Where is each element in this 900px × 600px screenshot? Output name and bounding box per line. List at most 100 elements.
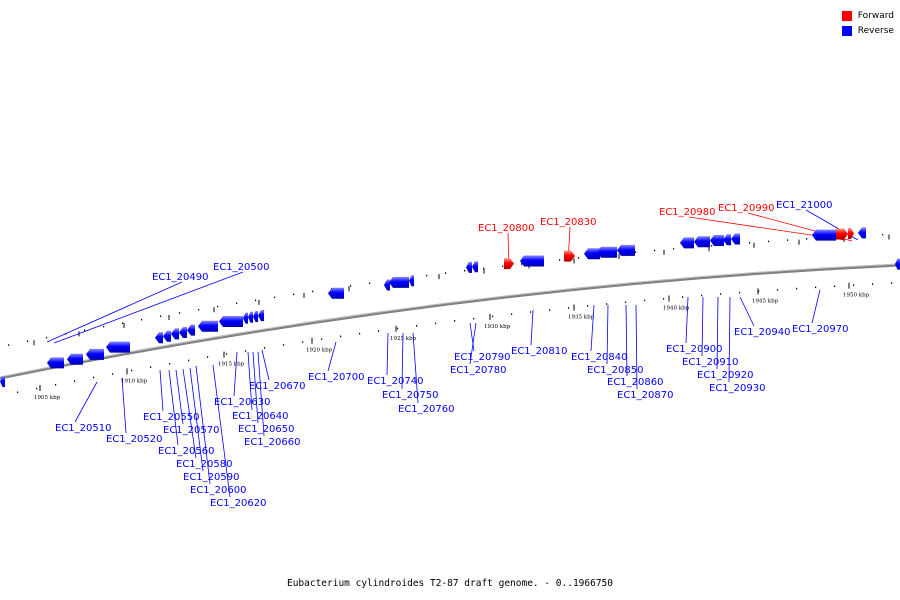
gene-label-ec1_20490[interactable]: EC1_20490 <box>152 272 208 283</box>
gene-label-ec1_20860[interactable]: EC1_20860 <box>607 377 663 388</box>
gene-label-ec1_20560[interactable]: EC1_20560 <box>158 446 214 457</box>
gene-arrow-ec1_20550[interactable] <box>155 332 163 344</box>
gene-label-ec1_20640[interactable]: EC1_20640 <box>232 411 288 422</box>
gene-arrow-ec1_20520[interactable] <box>106 341 130 353</box>
gene-arrow-ec1_20630[interactable] <box>243 312 248 324</box>
gene-arrow-ec1_20930[interactable] <box>723 234 731 246</box>
gene-label-ec1_20620[interactable]: EC1_20620 <box>210 498 266 509</box>
gene-arrow-ec1_20830[interactable] <box>564 250 575 262</box>
gene-label-ec1_20910[interactable]: EC1_20910 <box>682 357 738 368</box>
gene-label-ec1_20760[interactable]: EC1_20760 <box>398 404 454 415</box>
gene-arrow-ec1_20920[interactable] <box>710 235 724 246</box>
gene-label-ec1_20930[interactable]: EC1_20930 <box>709 383 765 394</box>
legend: Forward Reverse <box>841 8 894 38</box>
gene-label-ec1_20570[interactable]: EC1_20570 <box>163 425 219 436</box>
gene-label-ec1_20980[interactable]: EC1_20980 <box>659 207 715 218</box>
leader-line <box>74 381 98 423</box>
tick-label: 1905 kbp <box>34 395 61 401</box>
gene-arrow-ec1_20760[interactable] <box>409 275 414 287</box>
gene-arrow-ec1_20790[interactable] <box>466 261 472 273</box>
guide-dot <box>473 317 475 320</box>
gene-arrow[interactable] <box>0 376 5 387</box>
gene-label-ec1_20600[interactable]: EC1_20600 <box>190 485 246 496</box>
guide-dot <box>445 272 447 274</box>
leader-line <box>327 341 337 372</box>
gene-arrow-ec1_20640[interactable] <box>248 311 253 323</box>
guide-dot <box>369 282 371 284</box>
gene-arrow-ec1_20750[interactable] <box>389 276 409 288</box>
guide-dot <box>236 302 238 305</box>
gene-arrow-ec1_20980[interactable] <box>836 228 848 240</box>
gene-arrow-ec1_20650[interactable] <box>253 311 258 322</box>
gene-label-ec1_20800[interactable]: EC1_20800 <box>478 223 534 234</box>
gene-label-ec1_20580[interactable]: EC1_20580 <box>176 459 232 470</box>
gene-label-ec1_21000[interactable]: EC1_21000 <box>776 200 832 211</box>
gene-arrow-ec1_20870[interactable] <box>622 245 625 257</box>
gene-arrow-ec1_20780[interactable] <box>472 261 478 273</box>
gene-label-ec1_20750[interactable]: EC1_20750 <box>382 390 438 401</box>
guide-dot <box>245 350 247 352</box>
gene-arrow-ec1_20670[interactable] <box>262 309 264 321</box>
gene-label-ec1_20970[interactable]: EC1_20970 <box>792 324 848 335</box>
guide-dot <box>179 312 181 314</box>
gene-label-ec1_20740[interactable]: EC1_20740 <box>367 376 423 387</box>
guide-dot <box>701 294 703 297</box>
guide-dot <box>169 363 171 365</box>
leader-line <box>728 296 731 383</box>
gene-label-ec1_20830[interactable]: EC1_20830 <box>540 217 596 228</box>
leader-line <box>635 304 638 390</box>
leader-line <box>121 377 127 434</box>
gene-label-ec1_20840[interactable]: EC1_20840 <box>571 352 627 363</box>
gene-label-ec1_20500[interactable]: EC1_20500 <box>213 262 269 273</box>
gene-arrow-ec1_20580[interactable] <box>179 327 187 338</box>
guide-dot <box>815 286 817 289</box>
gene-arrow-ec1_20940[interactable] <box>731 233 740 245</box>
gene-arrow[interactable] <box>895 258 900 270</box>
gene-arrow-ec1_20860[interactable] <box>617 244 635 256</box>
gene-label-ec1_20870[interactable]: EC1_20870 <box>617 390 673 401</box>
guide-dot <box>150 366 152 368</box>
gene-arrow-ec1_20600[interactable] <box>198 320 218 332</box>
gene-arrow-ec1_20810[interactable] <box>520 255 544 267</box>
gene-arrow-ec1_20850[interactable] <box>597 246 617 258</box>
gene-arrow[interactable] <box>67 353 83 365</box>
gene-arrow-ec1_20570[interactable] <box>171 328 179 340</box>
guide-dot <box>720 293 722 295</box>
legend-label-forward: Forward <box>857 10 894 21</box>
gene-label-ec1_20810[interactable]: EC1_20810 <box>511 346 567 357</box>
gene-label-ec1_20550[interactable]: EC1_20550 <box>143 412 199 423</box>
gene-label-ec1_20520[interactable]: EC1_20520 <box>106 434 162 445</box>
gene-label-ec1_20790[interactable]: EC1_20790 <box>454 352 510 363</box>
gene-arrow-ec1_20910[interactable] <box>694 236 710 248</box>
gene-label-ec1_20700[interactable]: EC1_20700 <box>308 372 364 383</box>
guide-dot <box>312 290 314 293</box>
gene-label-ec1_20780[interactable]: EC1_20780 <box>450 365 506 376</box>
guide-dot <box>625 301 627 303</box>
gene-arrow-ec1_20620[interactable] <box>219 316 243 327</box>
guide-dot <box>74 380 76 382</box>
gene-arrow-ec1_20590[interactable] <box>187 324 195 336</box>
gene-arrow-ec1_20990[interactable] <box>848 228 854 239</box>
gene-label-ec1_20900[interactable]: EC1_20900 <box>666 344 722 355</box>
gene-arrow-ec1_20800[interactable] <box>504 258 514 270</box>
gene-arrow-ec1_20840[interactable] <box>584 248 600 260</box>
gene-arrow-ec1_20900[interactable] <box>680 237 694 249</box>
gene-arrow-ec1_20560[interactable] <box>163 330 171 342</box>
gene-label-ec1_20670[interactable]: EC1_20670 <box>249 381 305 392</box>
gene-arrow-ec1_20740[interactable] <box>384 279 390 291</box>
gene-label-ec1_20590[interactable]: EC1_20590 <box>183 472 239 483</box>
gene-label-ec1_20660[interactable]: EC1_20660 <box>244 437 300 448</box>
gene-arrow-ec1_20970[interactable] <box>812 229 836 241</box>
leader-line <box>716 296 719 370</box>
gene-arrow-ec1_21000[interactable] <box>858 227 866 239</box>
gene-arrow-ec1_20700[interactable] <box>328 287 344 299</box>
gene-label-ec1_20940[interactable]: EC1_20940 <box>734 327 790 338</box>
gene-label-ec1_20990[interactable]: EC1_20990 <box>718 203 774 214</box>
gene-label-ec1_20850[interactable]: EC1_20850 <box>587 365 643 376</box>
gene-arrow-ec1_20510[interactable] <box>47 357 64 369</box>
gene-label-ec1_20510[interactable]: EC1_20510 <box>55 423 111 434</box>
gene-label-ec1_20630[interactable]: EC1_20630 <box>214 397 270 408</box>
gene-label-ec1_20650[interactable]: EC1_20650 <box>238 424 294 435</box>
gene-label-ec1_20920[interactable]: EC1_20920 <box>697 370 753 381</box>
gene-arrow[interactable] <box>86 348 104 360</box>
